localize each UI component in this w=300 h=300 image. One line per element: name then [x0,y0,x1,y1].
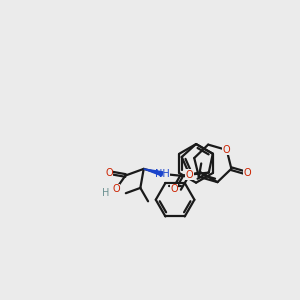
Text: O: O [105,167,113,178]
Text: O: O [112,184,120,194]
Polygon shape [144,169,163,176]
Text: O: O [186,169,194,180]
Text: H: H [102,188,109,199]
Text: O: O [243,168,251,178]
Text: O: O [170,184,178,194]
Text: NH: NH [155,169,170,179]
Text: O: O [223,145,230,155]
